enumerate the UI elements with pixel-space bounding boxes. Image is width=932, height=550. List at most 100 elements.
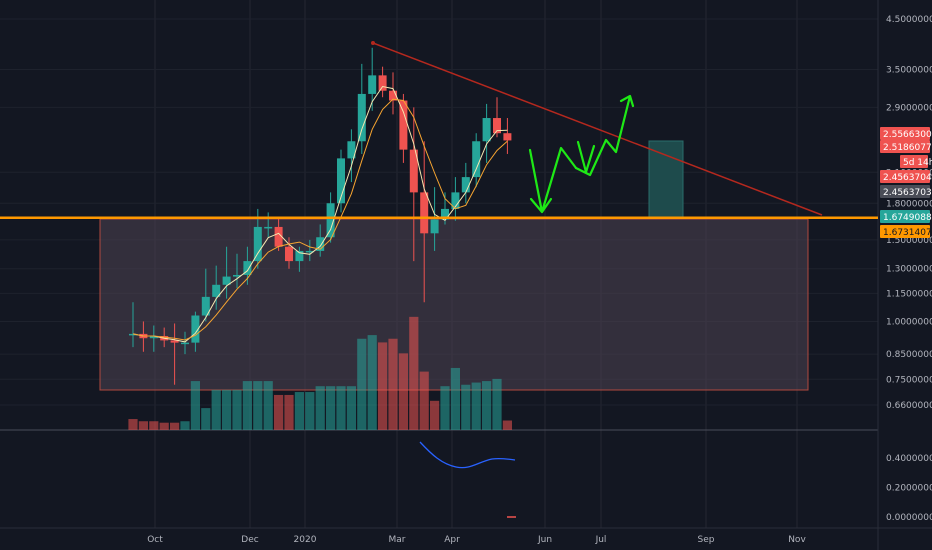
candle-body[interactable] [253,226,262,262]
volume-bar [440,386,450,430]
time-axis[interactable]: Oct Dec 2020 Mar Apr Jun Jul Sep Nov [147,535,806,545]
candle-body[interactable] [316,237,325,251]
time-tick-label: Dec [241,535,258,545]
volume-bar [253,381,263,430]
price-label-text: 1.6749088 [883,213,932,223]
price-tick-label: 2.9000000 [886,103,932,113]
candle-body[interactable] [482,118,491,142]
candlestick-series[interactable] [129,47,512,385]
price-label-text: 1.6731407 [883,228,932,238]
candle-body[interactable] [233,274,241,277]
volume-bar [211,389,221,430]
volume-bar [398,353,408,430]
volume-bar [357,338,367,430]
volume-bar [346,386,356,430]
candle-body[interactable] [149,336,158,339]
price-label-text: 5d 14h [903,158,932,168]
time-tick-label: Sep [698,535,715,545]
time-tick-label: Jun [537,535,552,545]
volume-bar [305,392,315,430]
candle-body[interactable] [461,177,470,193]
price-label-badge [880,140,930,153]
volume-bar [419,371,429,430]
price-label-badge [880,127,930,140]
volume-bar [222,389,232,430]
price-label-badge [880,170,930,183]
price-tick-label: 4.5000000 [886,15,932,25]
indicator-tick-label: 0.0000000 [886,513,932,523]
price-label-badge [880,185,930,198]
candle-body[interactable] [295,250,304,262]
volume-bar [471,382,481,430]
candle-body[interactable] [472,141,481,178]
volume-bar [190,381,200,430]
price-labels: 2.5566300 2.5186077 5d 14h 2.4563704 2.45637… [880,127,932,238]
price-tick-label: 0.6600000 [886,401,932,411]
candle-body[interactable] [170,340,179,343]
candle-body[interactable] [305,250,314,253]
descending-trendline[interactable] [372,42,823,216]
candle-body[interactable] [389,90,397,101]
candle-body[interactable] [451,192,460,209]
indicator-tick-label: 0.2000000 [886,484,932,494]
candle-body[interactable] [430,219,439,234]
candle-body[interactable] [326,203,335,238]
down-arrow[interactable] [528,146,578,214]
volume-bar [263,381,273,430]
price-label-text: 2.4563703 [883,188,932,198]
indicator-pane [419,441,516,518]
support-zone [99,218,809,391]
candle-body[interactable] [264,226,273,229]
volume-bar [242,381,252,430]
candle-body[interactable] [399,100,408,150]
time-tick-label: Oct [147,535,163,545]
target-rect [648,140,684,218]
candle-body[interactable] [285,246,293,262]
candle-body[interactable] [222,276,231,285]
projection-arrows[interactable] [528,94,635,214]
candle-body[interactable] [129,333,137,336]
moving-averages [132,85,508,343]
volume-bar [232,389,242,430]
candle-body[interactable] [368,75,377,94]
trendline-anchor [371,41,375,45]
volume-bar [149,421,159,430]
candle-body[interactable] [212,284,221,297]
candle-body[interactable] [503,133,512,141]
candle-body[interactable] [191,315,200,343]
volume-bar [159,422,169,430]
volume-bars [128,316,512,430]
volume-bar [482,381,492,430]
volume-bar [430,400,440,430]
volume-bar [409,316,419,430]
candle-body[interactable] [378,75,387,91]
time-tick-label: Mar [389,535,406,545]
moving-average-slow [132,98,508,341]
volume-bar [274,394,284,430]
trend-lines[interactable] [0,41,878,219]
time-tick-label: 2020 [294,535,317,545]
price-label-text: 2.4563704 [883,173,932,183]
volume-bar [284,394,294,430]
volume-bar [378,342,388,430]
volume-bar [326,386,336,430]
candle-body[interactable] [337,158,345,204]
candle-body[interactable] [347,141,356,159]
candle-body[interactable] [243,261,252,275]
candle-body[interactable] [181,342,189,345]
volume-bar [336,386,346,430]
candle-body[interactable] [420,192,429,234]
candle-body[interactable] [357,93,366,142]
candle-body[interactable] [441,208,449,220]
candle-body[interactable] [201,296,210,316]
indicator-tick-label: 0.4000000 [886,454,932,464]
volume-bar [450,367,460,430]
price-tick-label: 1.8000000 [886,199,932,209]
volume-bar [315,386,325,430]
candle-body[interactable] [409,149,418,193]
candle-body[interactable] [493,118,501,134]
candle-body[interactable] [274,226,283,247]
price-axis[interactable]: 4.50000003.50000002.90000002.10000001.80… [886,15,932,523]
time-tick-label: Nov [788,535,806,545]
